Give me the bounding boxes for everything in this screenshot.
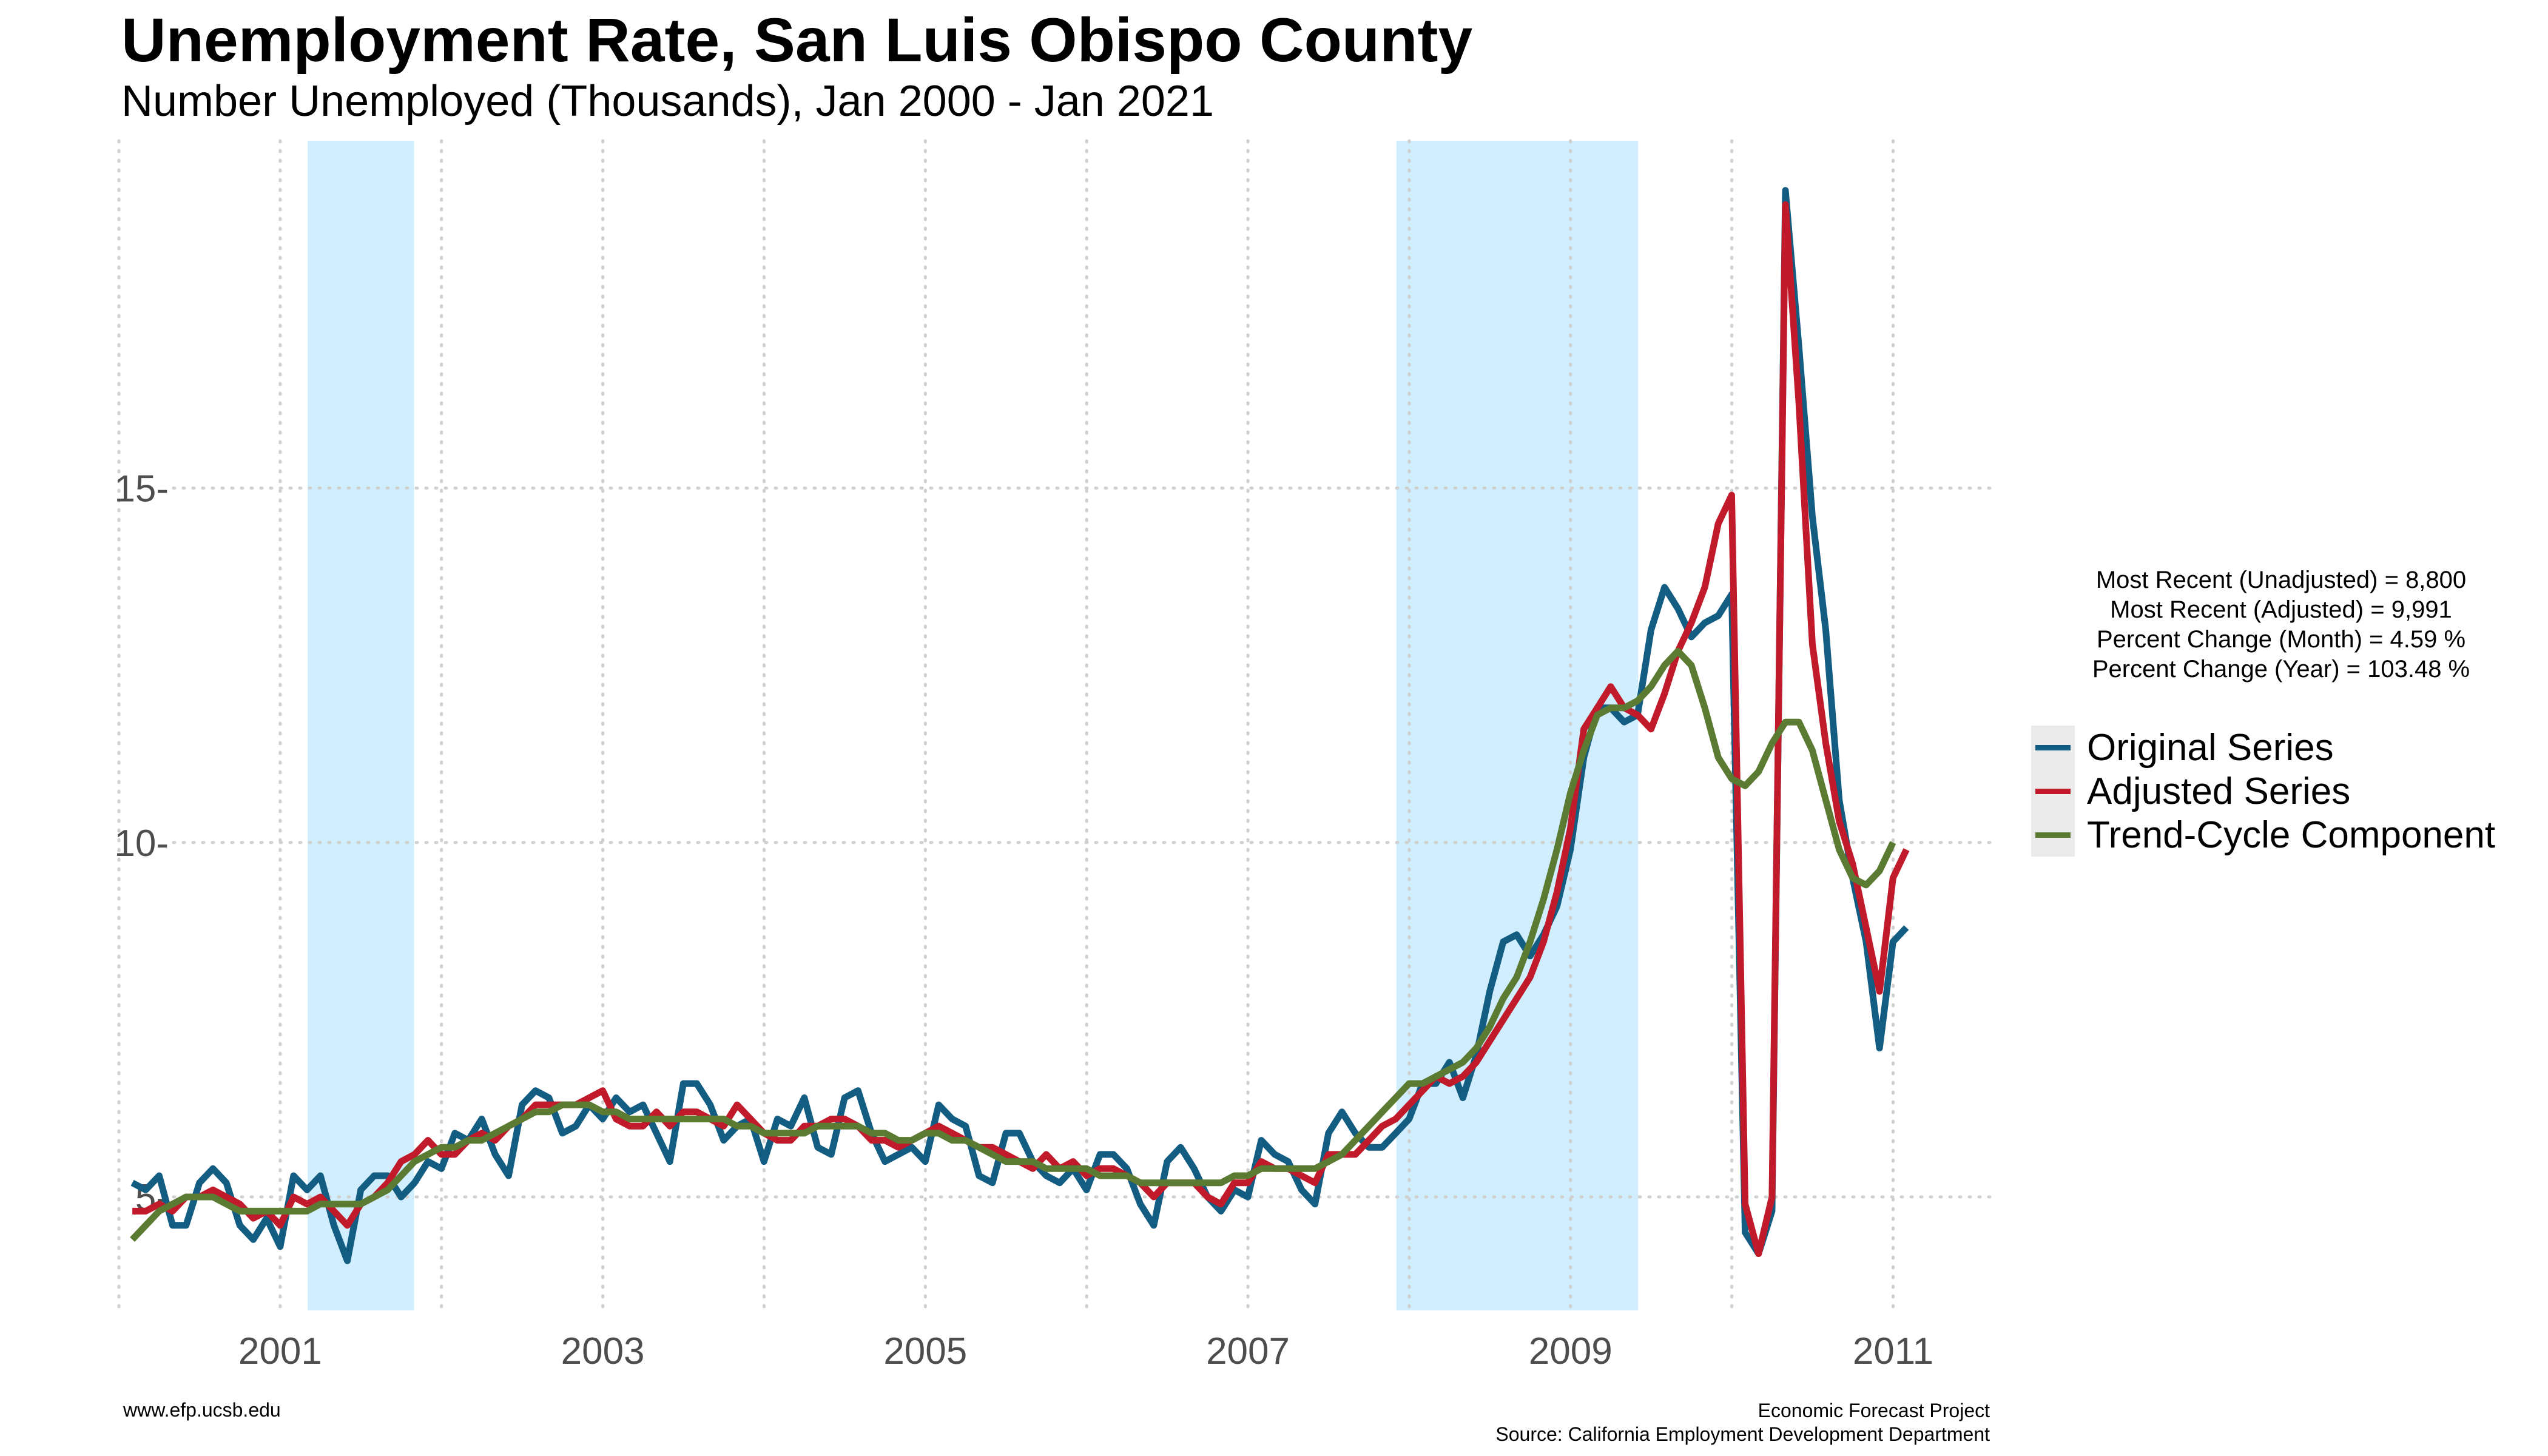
trend-cycle-line — [130, 647, 1896, 1242]
legend: Original Series Adjusted Series Trend-Cy… — [2031, 726, 2495, 857]
axes: 2001 2003 2005 2007 2009 2011 5-10-15- — [114, 468, 1933, 1372]
series-lines — [130, 187, 1910, 1264]
legend-label-original: Original Series — [2087, 726, 2334, 769]
stats-summary: Most Recent (Unadjusted) = 8,800 Most Re… — [2002, 565, 2548, 684]
stat-most-recent-adjusted: Most Recent (Adjusted) = 9,991 — [2110, 596, 2452, 623]
grid-lines — [117, 139, 1992, 1312]
x-tick-label-2005: 2005 — [883, 1330, 967, 1372]
x-tick-label-2011: 2011 — [1853, 1330, 1933, 1372]
stat-most-recent-unadjusted: Most Recent (Unadjusted) = 8,800 — [2095, 567, 2467, 593]
legend-item-original: Original Series — [2031, 726, 2495, 769]
legend-key-original — [2031, 726, 2075, 769]
x-tick-label-2003: 2003 — [561, 1330, 645, 1372]
x-tick-label-2001: 2001 — [238, 1330, 322, 1372]
footer-source: Source: California Employment Developmen… — [1495, 1423, 1990, 1445]
x-tick-label-2009: 2009 — [1529, 1330, 1613, 1372]
legend-label-adjusted: Adjusted Series — [2087, 770, 2351, 812]
recession-band-1 — [308, 141, 414, 1310]
footer-credits: Economic Forecast Project Source: Califo… — [1495, 1399, 1990, 1446]
recession-band-2 — [1396, 141, 1639, 1310]
legend-swatch — [2035, 832, 2071, 838]
y-tick-label-15: 15- — [114, 468, 169, 510]
page-subtitle: Number Unemployed (Thousands), Jan 2000 … — [121, 77, 1215, 126]
stat-percent-change-year: Percent Change (Year) = 103.48 % — [2092, 656, 2470, 682]
legend-key-trend — [2031, 813, 2075, 857]
x-axis-ticks: 2001 2003 2005 2007 2009 2011 — [238, 1330, 1933, 1372]
legend-item-adjusted: Adjusted Series — [2031, 769, 2495, 813]
legend-swatch — [2035, 745, 2071, 750]
recession-bands — [308, 141, 1639, 1310]
footer-website: www.efp.ucsb.edu — [123, 1399, 281, 1421]
x-tick-label-2007: 2007 — [1206, 1330, 1290, 1372]
stat-percent-change-month: Percent Change (Month) = 4.59 % — [2096, 626, 2466, 653]
y-tick-label-10: 10- — [114, 823, 169, 864]
page-title: Unemployment Rate, San Luis Obispo Count… — [121, 5, 1473, 75]
footer-org: Economic Forecast Project — [1758, 1400, 1990, 1421]
legend-key-adjusted — [2031, 769, 2075, 813]
legend-item-trend: Trend-Cycle Component — [2031, 813, 2495, 857]
legend-label-trend: Trend-Cycle Component — [2087, 814, 2496, 856]
legend-swatch — [2035, 789, 2071, 794]
y-axis-ticks: 5-10-15- — [114, 468, 169, 1219]
